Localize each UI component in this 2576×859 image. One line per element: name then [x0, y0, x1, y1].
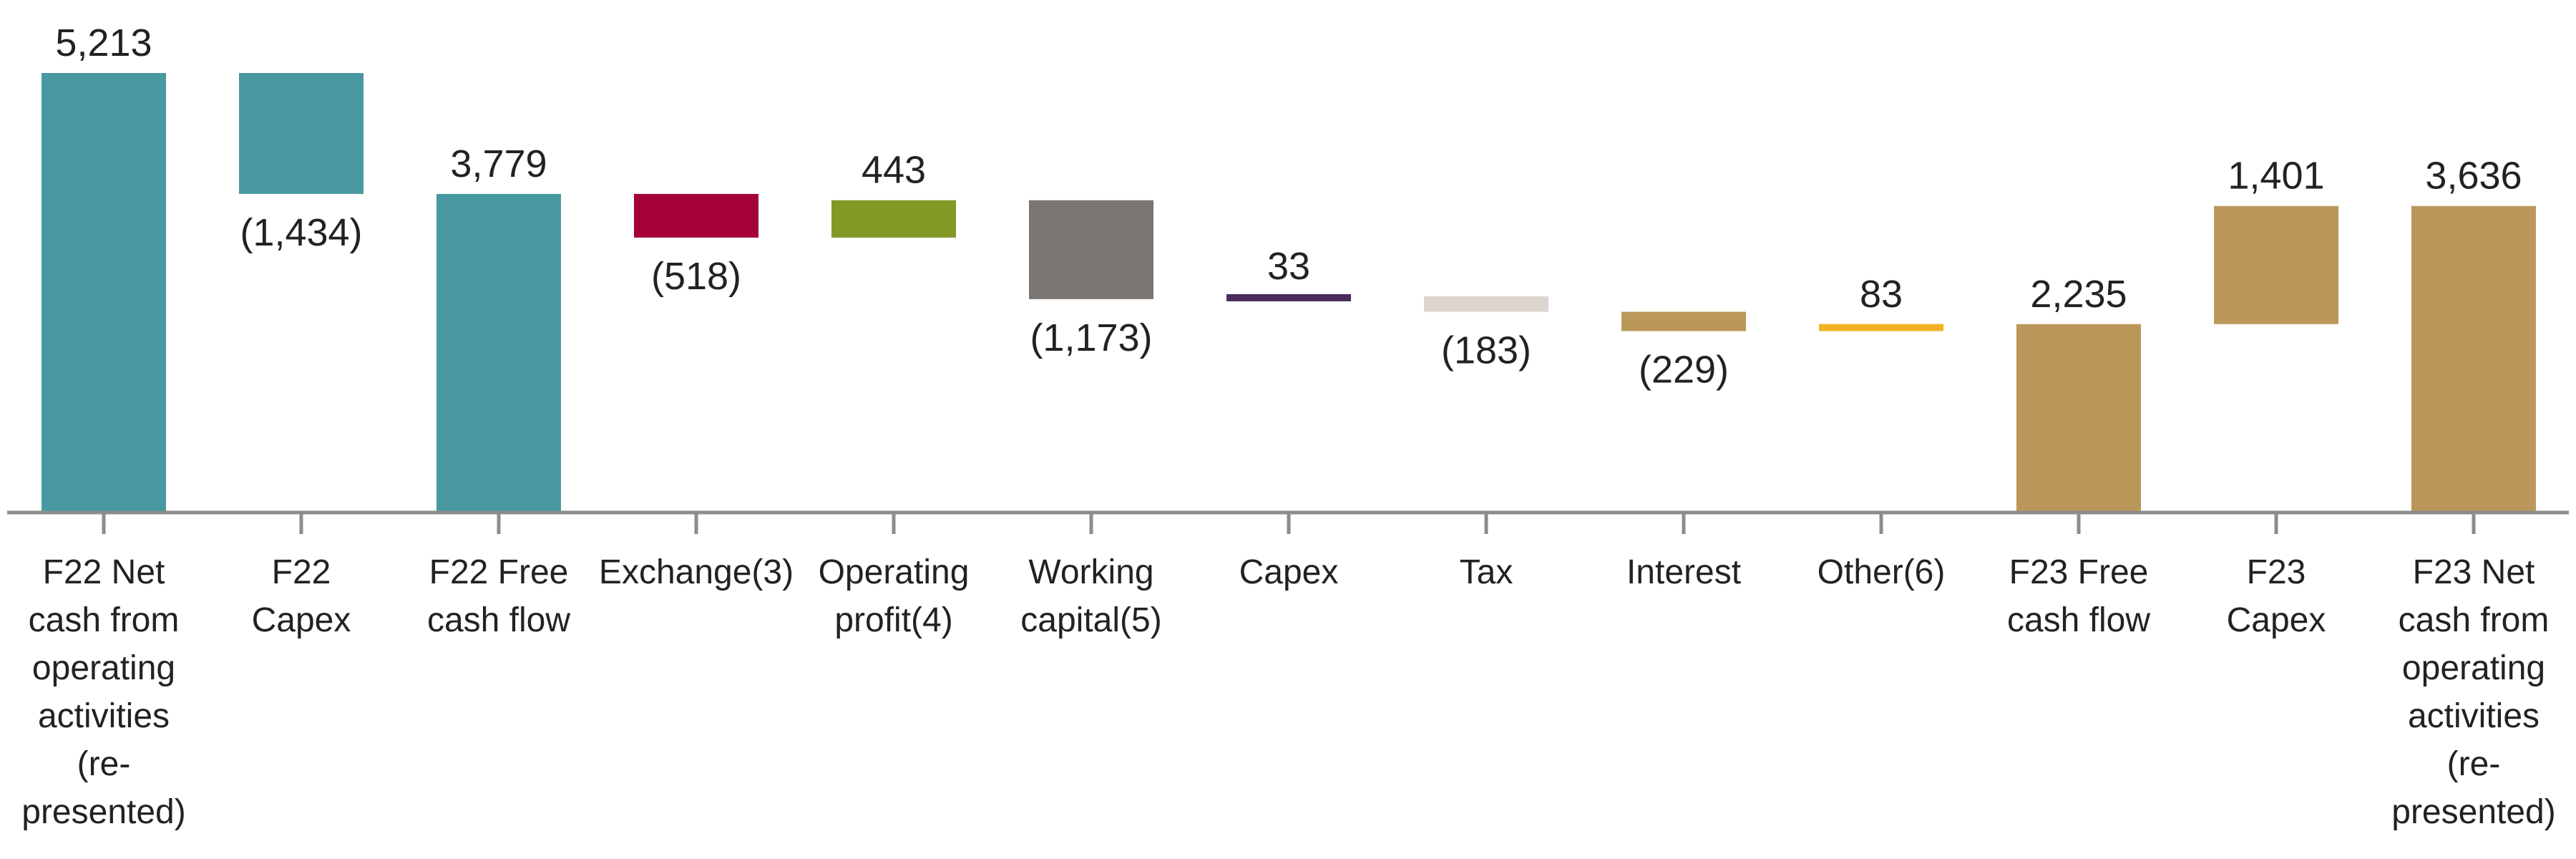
- bar-other-6: [1819, 324, 1943, 331]
- value-label: 5,213: [55, 21, 152, 64]
- category-label: F23 Net cash from operating activities (re-p…: [2391, 553, 2555, 831]
- bar-f22-net-cash-from-operating-activities-re-presented: [42, 73, 166, 513]
- category-label: F23 Free cash flow: [2007, 553, 2150, 639]
- bar-working-capital-5: [1029, 200, 1153, 299]
- bar-f22-free-cash-flow: [436, 193, 561, 513]
- category-label: Tax: [1460, 553, 1513, 591]
- category-label: F22 Free cash flow: [427, 553, 570, 639]
- value-label: (1,434): [240, 211, 362, 254]
- bar-capex: [1226, 293, 1351, 301]
- value-labels-layer: 5,213 (1,434) 3,779 (518) 443 (1,173) 33 (183) (…: [55, 21, 2522, 392]
- value-label: 3,636: [2425, 155, 2522, 198]
- bar-f23-capex: [2214, 205, 2338, 324]
- value-label: 33: [1267, 245, 1310, 288]
- bar-f22-capex: [239, 73, 364, 194]
- category-label: F23 Capex: [2227, 553, 2326, 639]
- bar-f23-net-cash-from-operating-activities-re-presented: [2411, 205, 2536, 513]
- value-label: 2,235: [2030, 273, 2127, 316]
- bar-f23-free-cash-flow: [2016, 324, 2141, 513]
- value-label: 83: [1860, 273, 1903, 316]
- category-label: F22 Net cash from operating activities (re-p…: [21, 553, 185, 831]
- value-label: 3,779: [450, 142, 547, 185]
- category-label: Capex: [1239, 553, 1339, 591]
- bar-interest: [1621, 311, 1746, 331]
- category-label: Other(6): [1818, 553, 1946, 591]
- value-label: (183): [1441, 329, 1531, 372]
- category-label: Interest: [1626, 553, 1741, 591]
- category-label: Working capital(5): [1020, 553, 1161, 639]
- value-label: (1,173): [1030, 316, 1152, 359]
- value-label: 1,401: [2228, 155, 2324, 198]
- bar-exchange-3: [634, 193, 758, 238]
- category-label: Exchange(3): [599, 553, 794, 591]
- bars-layer: [42, 73, 2536, 513]
- category-label: Operating profit(4): [819, 553, 970, 639]
- value-label: (518): [651, 255, 741, 298]
- x-axis: [7, 510, 2569, 534]
- value-label: 443: [862, 149, 926, 192]
- value-label: (229): [1639, 349, 1729, 392]
- bar-tax: [1424, 296, 1548, 312]
- category-labels-layer: F22 Net cash from operating activities (re-p…: [21, 553, 2555, 831]
- category-label: F22 Capex: [252, 553, 351, 639]
- bar-operating-profit-4: [831, 200, 956, 238]
